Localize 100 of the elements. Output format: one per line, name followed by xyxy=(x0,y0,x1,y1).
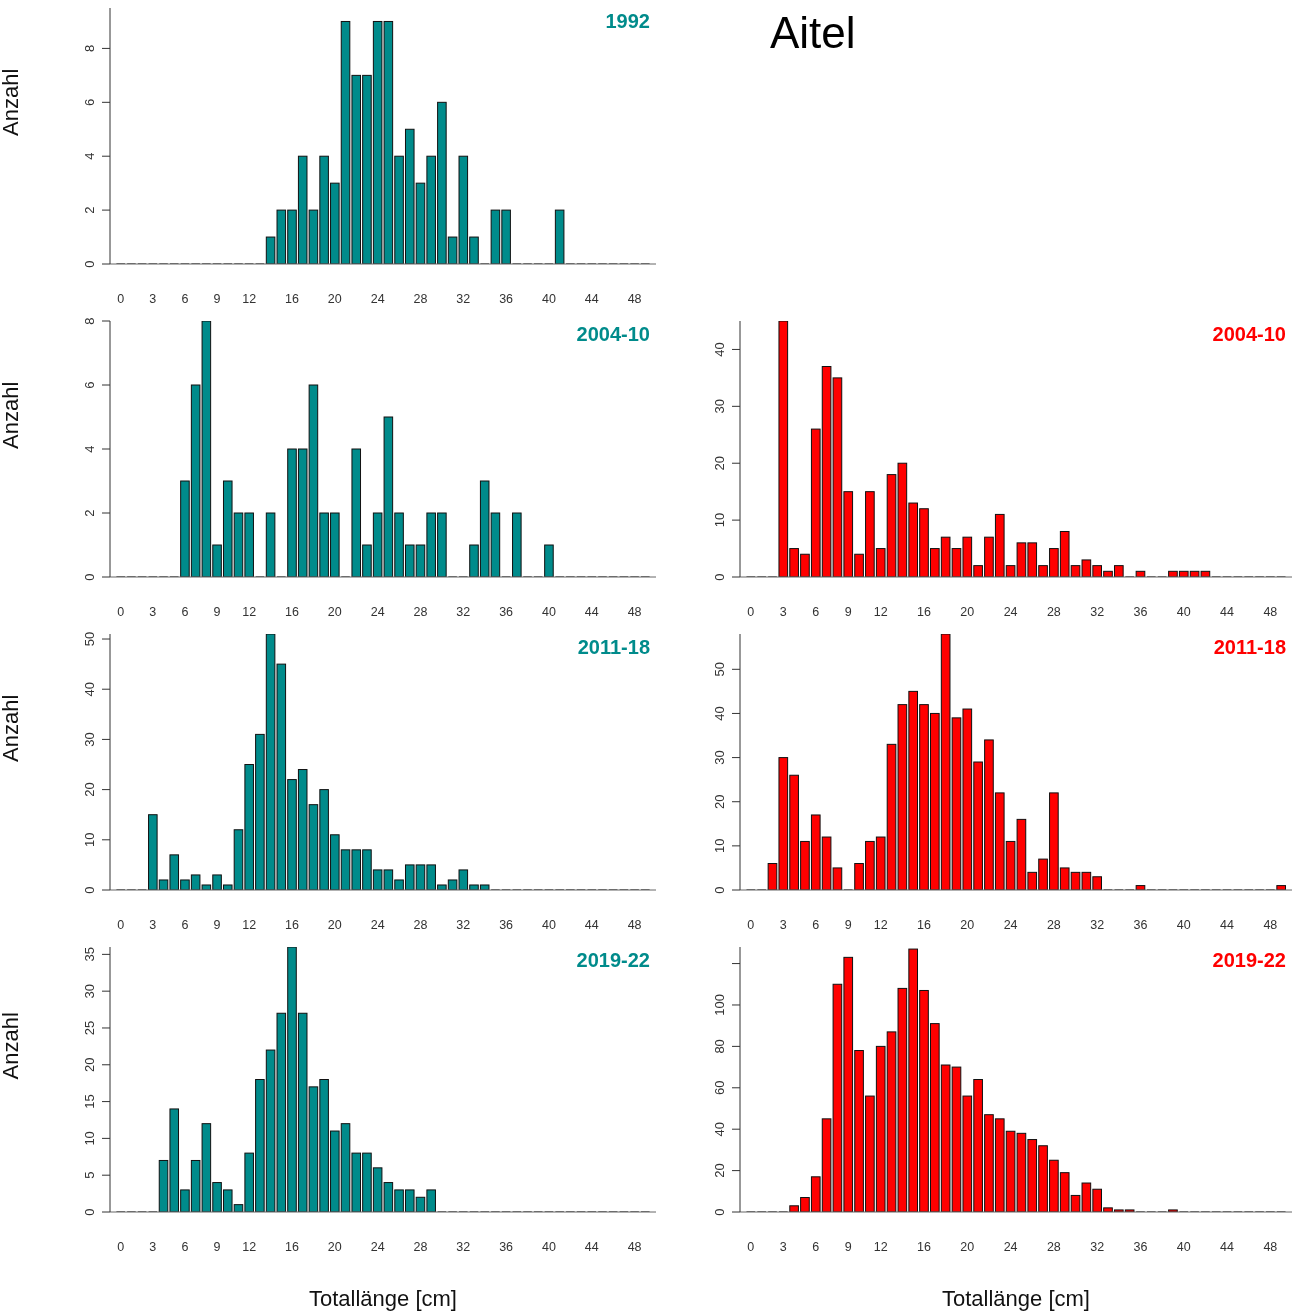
x-tick-label: 9 xyxy=(844,917,852,932)
x-tick-label: 48 xyxy=(1263,604,1278,619)
y-tick-label: 20 xyxy=(82,1057,97,1073)
y-tick-label: 40 xyxy=(712,342,727,357)
x-tick-label: 24 xyxy=(370,917,385,932)
x-tick-label: 28 xyxy=(1046,604,1061,619)
x-tick-label: 44 xyxy=(1220,604,1235,619)
x-tick-label: 0 xyxy=(117,1239,125,1254)
y-tick-label: 20 xyxy=(82,782,97,797)
y-tick-label: 0 xyxy=(82,573,97,581)
chart-title: 2019-22 xyxy=(1212,949,1286,972)
x-tick-label: 32 xyxy=(456,1239,471,1254)
y-tick-label: 35 xyxy=(82,947,97,962)
x-tick-label: 32 xyxy=(1090,1239,1105,1254)
x-tick-label: 12 xyxy=(242,917,257,932)
x-tick-label: 6 xyxy=(812,1239,820,1254)
y-axis-title: Anzahl xyxy=(0,694,23,762)
x-tick-label: 3 xyxy=(149,1239,157,1254)
x-tick-label: 0 xyxy=(117,604,125,619)
x-tick-label: 9 xyxy=(213,917,221,932)
y-tick-label: 50 xyxy=(712,662,727,677)
x-tick-label: 40 xyxy=(1176,604,1191,619)
y-tick-label: 80 xyxy=(712,1039,727,1054)
x-tick-label: 12 xyxy=(242,291,257,306)
x-tick-label: 28 xyxy=(1046,917,1061,932)
x-tick-label: 0 xyxy=(117,291,125,306)
x-tick-label: 28 xyxy=(413,1239,428,1254)
y-tick-label: 30 xyxy=(712,399,727,414)
x-axis-title: Totallänge [cm] xyxy=(309,1286,457,1311)
y-tick-label: 8 xyxy=(82,44,97,53)
x-tick-label: 28 xyxy=(413,917,428,932)
x-tick-label: 9 xyxy=(844,604,852,619)
x-tick-label: 28 xyxy=(413,291,428,306)
y-tick-label: 0 xyxy=(712,886,727,894)
y-tick-label: 30 xyxy=(82,732,97,747)
x-tick-label: 20 xyxy=(960,1239,975,1254)
y-axis-title: Anzahl xyxy=(0,68,23,136)
x-tick-label: 36 xyxy=(1133,604,1148,619)
x-tick-label: 3 xyxy=(149,604,157,619)
y-tick-label: 100 xyxy=(712,994,727,1016)
x-tick-label: 36 xyxy=(1133,917,1148,932)
x-tick-label: 20 xyxy=(960,604,975,619)
x-tick-label: 9 xyxy=(213,291,221,306)
y-tick-label: 0 xyxy=(82,1208,97,1216)
x-tick-label: 48 xyxy=(627,917,642,932)
chart-title: 2011-18 xyxy=(1213,636,1286,659)
x-tick-label: 3 xyxy=(149,291,157,306)
x-tick-label: 12 xyxy=(242,604,257,619)
x-tick-label: 24 xyxy=(1003,1239,1018,1254)
x-tick-label: 32 xyxy=(1090,917,1105,932)
y-tick-label: 10 xyxy=(712,512,727,528)
x-tick-label: 44 xyxy=(584,1239,599,1254)
y-tick-label: 4 xyxy=(82,445,97,453)
x-tick-label: 0 xyxy=(747,604,755,619)
x-tick-label: 48 xyxy=(1263,917,1278,932)
x-tick-label: 3 xyxy=(779,604,787,619)
y-tick-label: 6 xyxy=(82,98,97,106)
y-tick-label: 10 xyxy=(712,838,727,854)
y-axis-title: Anzahl xyxy=(0,381,23,449)
x-tick-label: 24 xyxy=(1003,604,1018,619)
x-tick-label: 40 xyxy=(1176,1239,1191,1254)
y-tick-label: 50 xyxy=(82,631,97,647)
x-tick-label: 28 xyxy=(413,604,428,619)
x-tick-label: 20 xyxy=(327,1239,342,1254)
y-tick-label: 0 xyxy=(82,260,97,268)
x-tick-label: 32 xyxy=(456,291,471,306)
x-tick-label: 40 xyxy=(541,917,556,932)
x-tick-label: 20 xyxy=(327,604,342,619)
y-tick-label: 8 xyxy=(82,317,97,325)
x-tick-label: 6 xyxy=(812,604,820,619)
y-tick-label: 0 xyxy=(82,886,97,894)
y-tick-label: 20 xyxy=(712,1163,727,1178)
x-tick-label: 44 xyxy=(584,917,599,932)
chart-title: 1992 xyxy=(605,10,650,33)
x-tick-label: 12 xyxy=(242,1239,257,1254)
x-tick-label: 3 xyxy=(779,917,787,932)
y-tick-label: 20 xyxy=(712,455,727,471)
y-tick-label: 60 xyxy=(712,1080,727,1096)
x-tick-label: 0 xyxy=(747,917,755,932)
x-tick-label: 40 xyxy=(1176,917,1191,932)
x-tick-label: 16 xyxy=(285,917,299,932)
x-tick-label: 48 xyxy=(627,1239,642,1254)
y-tick-label: 2 xyxy=(82,509,97,517)
chart-title: 2011-18 xyxy=(577,636,650,659)
x-tick-label: 20 xyxy=(327,291,342,306)
bar xyxy=(265,512,276,577)
x-tick-label: 3 xyxy=(149,917,157,932)
x-tick-label: 6 xyxy=(181,1239,189,1254)
x-tick-label: 40 xyxy=(541,604,556,619)
y-tick-label: 10 xyxy=(82,832,97,848)
x-tick-label: 0 xyxy=(117,917,125,932)
x-tick-label: 12 xyxy=(873,917,888,932)
x-tick-label: 16 xyxy=(917,1239,931,1254)
y-tick-label: 2 xyxy=(82,206,97,214)
x-tick-label: 24 xyxy=(370,291,385,306)
y-tick-label: 0 xyxy=(712,1208,727,1216)
x-tick-label: 16 xyxy=(917,917,931,932)
x-tick-label: 44 xyxy=(1220,1239,1235,1254)
chart-title: 2004-10 xyxy=(1212,323,1286,346)
y-tick-label: 25 xyxy=(82,1020,97,1036)
